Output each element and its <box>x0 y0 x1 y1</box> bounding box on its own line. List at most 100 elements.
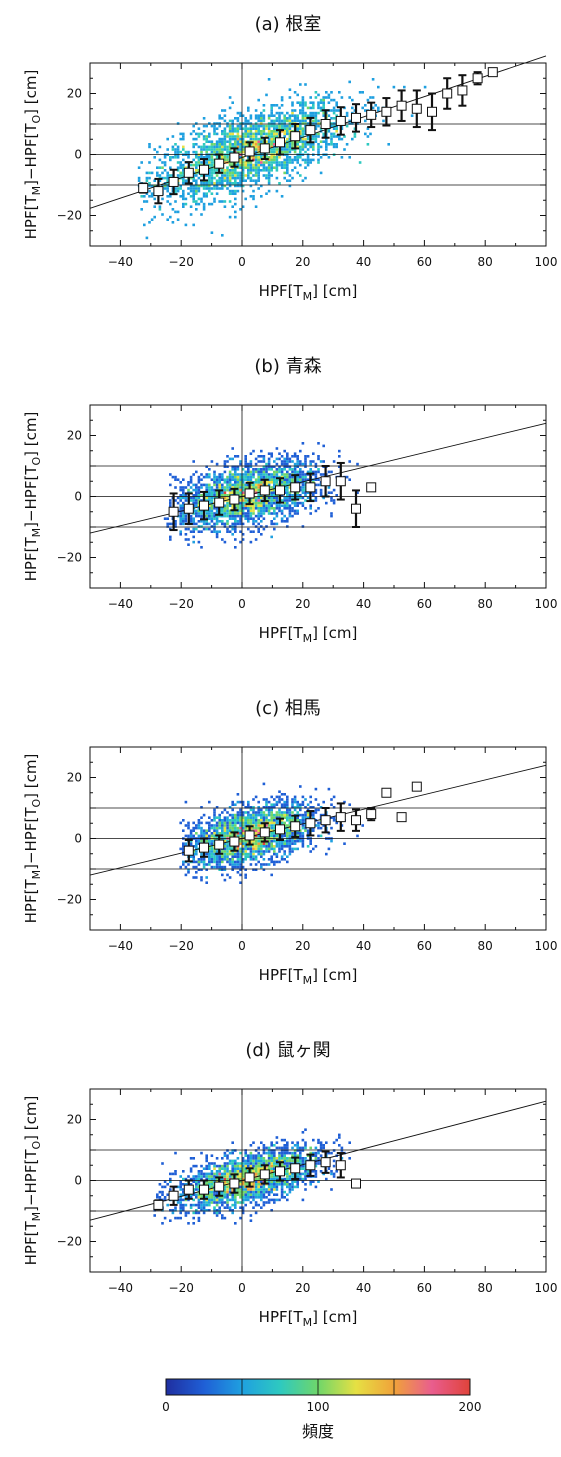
density-cell <box>228 1175 232 1178</box>
density-cell <box>286 1149 289 1152</box>
density-cell <box>247 504 250 507</box>
density-cell <box>174 520 177 523</box>
density-cell <box>267 813 271 817</box>
density-cell <box>197 514 201 518</box>
density-cell <box>202 1201 206 1204</box>
density-cell <box>254 124 258 128</box>
density-cell <box>348 96 351 99</box>
density-cell <box>241 140 245 143</box>
density-cell <box>189 520 193 523</box>
density-cell <box>249 1219 253 1222</box>
density-cell <box>182 179 185 182</box>
density-cell <box>262 527 266 531</box>
density-cell <box>221 148 224 151</box>
density-cell <box>239 179 242 182</box>
density-cell <box>257 486 260 489</box>
density-cell <box>189 834 193 838</box>
density-cell <box>275 504 279 507</box>
density-cell <box>223 829 227 832</box>
density-cell <box>312 143 315 146</box>
density-cell <box>283 1177 286 1181</box>
density-cell <box>288 832 292 835</box>
density-cell <box>208 509 211 513</box>
density-cell <box>280 468 284 471</box>
density-cell <box>241 1177 245 1181</box>
density-cell <box>223 850 227 853</box>
density-cell <box>208 517 211 520</box>
density-cell <box>270 1188 273 1191</box>
density-cell <box>288 184 292 188</box>
density-cell <box>304 1172 307 1176</box>
density-cell <box>247 473 250 476</box>
density-cell <box>267 483 271 487</box>
density-cell <box>278 800 281 804</box>
mean-marker <box>153 1199 164 1210</box>
density-cell <box>286 137 289 141</box>
density-cell <box>270 135 273 138</box>
density-cell <box>301 1149 305 1152</box>
density-cell <box>301 486 305 489</box>
mean-marker <box>290 482 301 493</box>
density-cell <box>252 143 255 146</box>
density-cell <box>252 868 255 871</box>
density-cell <box>312 816 315 819</box>
density-cell <box>275 468 279 471</box>
density-cell <box>192 496 195 500</box>
density-cell <box>254 499 258 502</box>
density-cell <box>283 1159 286 1163</box>
density-cell <box>280 858 284 861</box>
density-cell <box>200 1164 203 1168</box>
density-cell <box>234 210 237 214</box>
density-cell <box>179 821 182 825</box>
density-cell <box>306 803 310 806</box>
density-cell <box>244 1159 247 1163</box>
density-cell <box>309 470 312 474</box>
density-cell <box>236 174 240 177</box>
density-cell <box>265 816 268 819</box>
density-cell <box>299 819 302 822</box>
density-cell <box>218 832 221 835</box>
density-cell <box>338 135 341 138</box>
density-cell <box>163 517 167 520</box>
density-cell <box>257 132 260 136</box>
x-tick-label: 0 <box>238 255 246 269</box>
density-cell <box>330 839 333 843</box>
density-cell <box>218 1170 221 1173</box>
density-cell <box>208 1175 211 1178</box>
density-cell <box>213 1175 216 1178</box>
density-cell <box>200 184 203 188</box>
mean-marker <box>335 812 346 823</box>
density-cell <box>257 1164 260 1168</box>
density-cell <box>286 470 289 474</box>
density-cell <box>153 1214 156 1217</box>
density-cell <box>197 834 201 838</box>
density-cell <box>286 1170 289 1173</box>
density-cell <box>197 1201 201 1204</box>
density-cell <box>288 504 292 507</box>
density-cell <box>241 1157 245 1160</box>
density-cell <box>169 499 172 502</box>
density-cell <box>195 470 198 474</box>
density-cell <box>218 863 221 866</box>
density-cell <box>273 135 276 138</box>
y-tick-label: 20 <box>67 771 82 785</box>
density-cell <box>296 800 299 804</box>
density-cell <box>231 1170 234 1173</box>
y-label-ylabel_tail: ] [cm] <box>22 754 40 799</box>
density-cell <box>234 863 237 866</box>
density-cell <box>231 1159 234 1163</box>
density-cell <box>226 842 229 845</box>
density-cell <box>301 525 305 528</box>
density-cell <box>247 483 250 487</box>
density-cell <box>330 132 333 136</box>
density-cell <box>247 821 250 825</box>
density-cell <box>301 148 305 151</box>
density-cell <box>205 1167 208 1170</box>
density-cell <box>254 1203 258 1207</box>
density-cell <box>244 512 247 515</box>
density-cell <box>338 1133 341 1137</box>
density-cell <box>239 124 242 128</box>
density-cell <box>208 522 211 526</box>
density-cell <box>189 514 193 518</box>
mean-marker <box>305 818 316 829</box>
